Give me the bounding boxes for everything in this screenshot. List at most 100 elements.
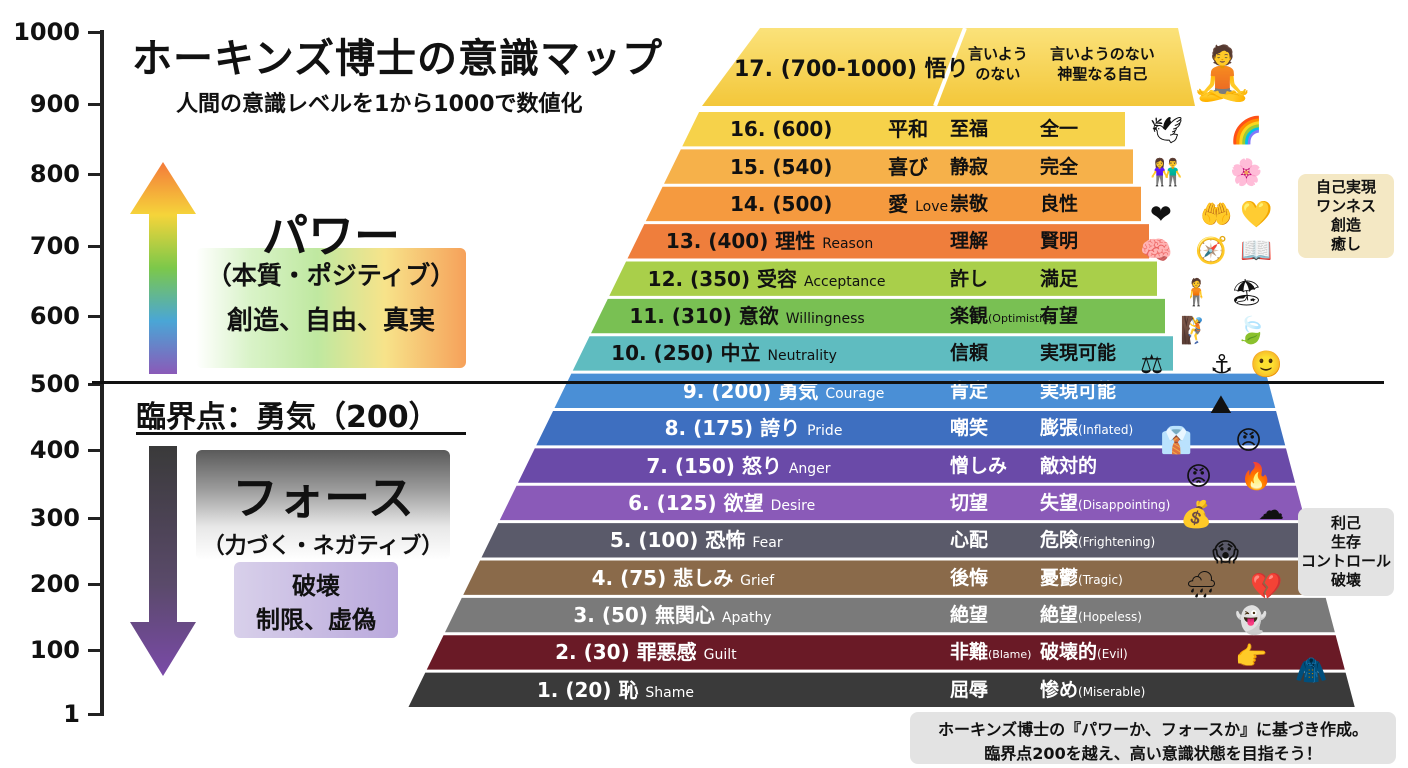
- y-axis-tick: [88, 245, 104, 248]
- level-7-col2: 憎しみ: [950, 454, 1007, 481]
- band-level-10: [572, 336, 1173, 371]
- force-background: [196, 450, 450, 560]
- rainbow-icon: 🌈: [1230, 116, 1263, 146]
- level-name: 恥: [618, 677, 639, 702]
- level-name-en: Neutrality: [767, 348, 837, 365]
- col2-text: 信頼: [950, 342, 989, 365]
- footer-note-background: [910, 712, 1396, 764]
- face-icon: 🙂: [1250, 350, 1283, 380]
- col2-text: 後悔: [950, 566, 989, 589]
- level-1-label: 1. (20) 恥 Shame: [537, 678, 694, 705]
- level-number: 8. (175): [664, 416, 754, 441]
- blame-icon: 👉: [1235, 642, 1268, 672]
- band-level-13: [627, 224, 1149, 259]
- col2-text: 静寂: [950, 155, 989, 178]
- band-level-7: [518, 448, 1296, 483]
- level-name-en: Acceptance: [804, 273, 886, 290]
- col2-text-en: (Optimistic): [988, 312, 1053, 326]
- side-note-top-line: ワンネス: [1316, 197, 1376, 215]
- beach-icon: 🏖: [1230, 278, 1264, 308]
- level-2-col3: 破壊的(Evil): [1040, 640, 1128, 666]
- level-11-col2: 楽観(Optimistic): [950, 304, 1053, 331]
- col2-text: 絶望: [950, 604, 989, 627]
- level-name: 悲しみ: [673, 565, 734, 590]
- scales-icon: ⚖: [1140, 350, 1164, 380]
- rain-cloud-icon: 🌧: [1185, 570, 1219, 600]
- col2-text: 心配: [950, 529, 989, 552]
- level-number: 10. (250): [611, 341, 714, 366]
- col3-text-en: (Frightening): [1078, 535, 1156, 550]
- level-name: 怒り: [741, 453, 782, 478]
- page-subtitle: 人間の意識レベルを1から1000で数値化: [176, 92, 583, 117]
- level-number: 5. (100): [609, 528, 699, 553]
- col2-text: 憎しみ: [950, 454, 1008, 477]
- side-note-bottom-line: 破壊: [1330, 571, 1361, 589]
- y-axis-tick: [88, 649, 104, 652]
- side-note-top-line: 癒し: [1330, 235, 1361, 253]
- level-15-col2: 静寂: [950, 155, 988, 182]
- col3-text: 失望: [1040, 491, 1079, 514]
- col3-text: 惨め: [1040, 678, 1079, 701]
- band-level-16: [682, 112, 1125, 147]
- y-axis-tick: [88, 315, 104, 318]
- level-name-en: Fear: [752, 535, 783, 552]
- level-4-label: 4. (75) 悲しみ Grief: [592, 566, 775, 593]
- col3-text: 満足: [1040, 267, 1079, 290]
- col3-text: 憂鬱: [1040, 566, 1079, 589]
- level-name-en: Anger: [788, 460, 831, 477]
- level-number: 1. (20): [536, 677, 612, 702]
- band-level-6: [499, 485, 1306, 521]
- mountain-sun-icon: ⛰: [1210, 390, 1232, 420]
- y-axis-tick-label: 700: [29, 232, 80, 260]
- force-title: フォース: [232, 471, 414, 525]
- level-name-en: Pride: [807, 423, 843, 440]
- y-axis-tick: [88, 449, 104, 452]
- col2-text: 至福: [950, 118, 989, 141]
- level-5-col3: 危険(Frightening): [1040, 528, 1155, 554]
- level-name: 理性: [775, 229, 816, 254]
- level-6-label: 6. (125) 欲望 Desire: [628, 491, 815, 518]
- y-axis-tick-label: 100: [29, 636, 80, 664]
- threshold-label: 臨界点：勇気（200）: [136, 400, 439, 435]
- fire-icon: 🔥: [1240, 462, 1273, 492]
- power-background: [196, 248, 466, 368]
- level-15-col3: 完全: [1040, 155, 1078, 181]
- level-name: 意欲: [738, 304, 779, 329]
- side-note-bottom-line: 生存: [1330, 533, 1361, 551]
- band-level-14: [645, 186, 1141, 222]
- col2-text: 楽観: [950, 305, 989, 328]
- hands-heart-icon: 🤲: [1200, 200, 1233, 230]
- y-axis-tick: [88, 383, 104, 386]
- level-13-col2: 理解: [950, 229, 988, 256]
- col3-text: 危険: [1040, 529, 1079, 552]
- level-name-en: Apathy: [721, 610, 772, 627]
- level-1-col3: 惨め(Miserable): [1040, 678, 1145, 704]
- level-number: 6. (125): [628, 490, 717, 515]
- col3-text-en: (Inflated): [1078, 423, 1134, 438]
- level-5-col2: 心配: [950, 528, 988, 555]
- glowing-heart-icon: 💛: [1240, 200, 1273, 230]
- level-12-col2: 許し: [950, 267, 988, 294]
- col3-text: 実現可能: [1040, 342, 1117, 365]
- band-level-1: [408, 672, 1355, 707]
- level-name-en: Shame: [645, 684, 694, 701]
- level-2-label: 2. (30) 罪悪感 Guilt: [555, 640, 737, 667]
- footer-note-line-2: 臨界点200を越え、高い意識状態を目指そう！: [984, 744, 1322, 763]
- level-14-col2: 崇敬: [950, 192, 988, 219]
- level-2-col2: 非難(Blame): [950, 640, 1031, 667]
- band-level-11: [591, 298, 1165, 334]
- cloud-icon: ☁: [1258, 496, 1284, 526]
- level-name: 喜び: [888, 154, 929, 179]
- col3-text: 膨張: [1040, 417, 1079, 440]
- level-number: 3. (50): [573, 603, 648, 628]
- level-number: 15. (540): [730, 154, 833, 179]
- level-10-col3: 実現可能: [1040, 341, 1116, 367]
- level-11-label: 11. (310) 意欲 Willingness: [629, 304, 864, 331]
- angry-face-icon: 😠: [1235, 426, 1263, 456]
- band-level-8: [536, 411, 1286, 446]
- level-name: 受容: [757, 266, 798, 291]
- level-10-col2: 信頼: [950, 341, 988, 368]
- col2-text-en: (Blame): [988, 648, 1032, 662]
- hooded-figure-icon: 🧥: [1295, 656, 1328, 686]
